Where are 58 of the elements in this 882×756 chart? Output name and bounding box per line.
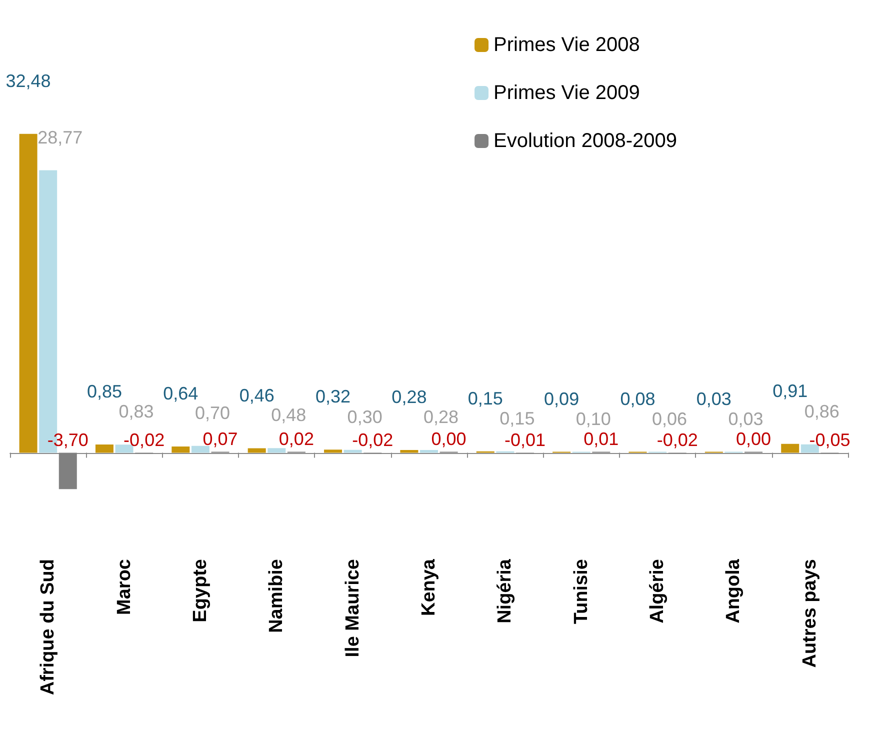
bar [324, 450, 342, 453]
data-label: 0,48 [271, 405, 306, 426]
data-label: 0,10 [576, 408, 611, 429]
data-label: -0,02 [124, 430, 165, 450]
data-label: 0,08 [620, 388, 656, 409]
x-tick-label: Kenya [418, 558, 440, 616]
data-label: 0,32 [315, 386, 351, 407]
x-tick-label: Egypte [190, 559, 211, 622]
data-label: 0,64 [163, 384, 198, 404]
x-tick-label: Maroc [114, 558, 135, 615]
data-label: 0,06 [652, 408, 688, 429]
bar [248, 448, 266, 453]
data-label: -0,02 [352, 430, 394, 450]
legend-label: Primes Vie 2009 [494, 82, 640, 104]
data-label: 0,91 [772, 380, 808, 401]
data-label: 0,00 [736, 428, 772, 449]
data-label: 0,00 [431, 428, 466, 449]
data-label: 0,01 [584, 428, 619, 449]
data-label: 0,28 [392, 387, 427, 408]
data-label: 0,15 [468, 388, 503, 408]
data-label: 0,02 [278, 428, 314, 449]
data-label: -3,70 [47, 430, 88, 450]
bar [19, 134, 38, 453]
x-tick-label: Angola [723, 558, 744, 624]
bar [781, 444, 800, 453]
legend-label: Primes Vie 2008 [494, 34, 640, 56]
bar [268, 448, 286, 453]
data-label: 0,28 [423, 407, 459, 428]
x-tick-label: Nigéria [494, 558, 516, 624]
data-label: 0,85 [86, 381, 122, 402]
data-label: 0,07 [202, 428, 238, 449]
data-label: 0,03 [696, 388, 732, 409]
bar [344, 450, 362, 453]
data-label: 0,86 [804, 401, 840, 422]
x-tick-label: Tunisie [570, 559, 592, 624]
bar [400, 450, 418, 453]
x-tick-label: Afrique du Sud [38, 559, 59, 696]
data-label: 28,77 [38, 127, 83, 148]
bar [172, 446, 190, 453]
bar [95, 444, 114, 453]
data-label: 0,70 [194, 402, 230, 423]
data-label: -0,01 [504, 430, 546, 450]
x-tick-label: Autres pays [799, 559, 820, 668]
data-label: 0,03 [728, 408, 764, 429]
x-tick-label: Namibie [266, 559, 288, 633]
bar [420, 450, 438, 453]
data-label: 32,48 [6, 70, 51, 91]
data-label: -0,05 [809, 430, 850, 450]
data-label: 0,83 [118, 402, 154, 422]
data-label: 0,15 [500, 408, 535, 428]
x-tick-label: Algérie [647, 559, 668, 624]
legend-label: Evolution 2008-2009 [494, 130, 678, 152]
data-label: -0,02 [656, 430, 698, 450]
data-label: 0,46 [239, 385, 274, 406]
x-tick-label: Ile Maurice [342, 559, 364, 658]
bar [191, 446, 210, 453]
data-label: 0,30 [347, 406, 382, 427]
data-label: 0,09 [544, 388, 580, 409]
